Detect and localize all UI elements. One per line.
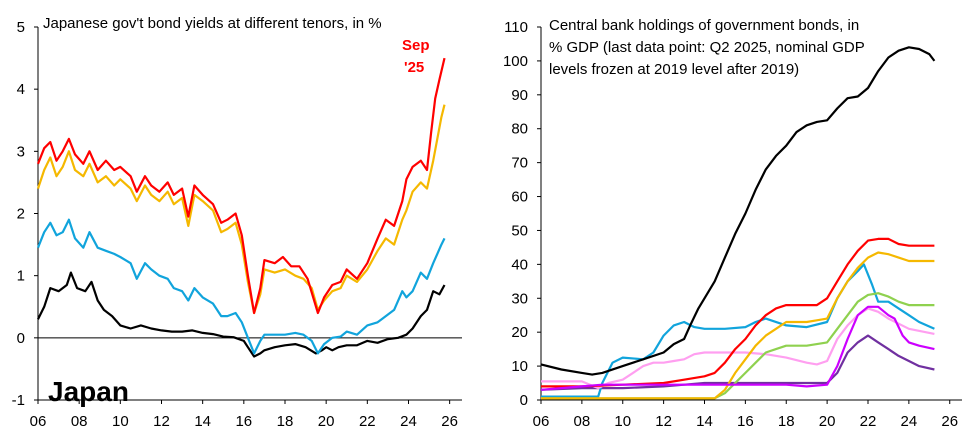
right-lines [540, 46, 936, 400]
right-x-tick-label: 26 [941, 413, 958, 430]
right-y-tick-label: 40 [511, 256, 528, 273]
right-y-tick-label: 110 [504, 19, 528, 36]
right-chart-title-line-2: % GDP (last data point: Q2 2025, nominal… [549, 39, 865, 56]
right-x-tick-label: 20 [819, 413, 836, 430]
left-y-tick-label: 3 [17, 143, 25, 160]
series-line-10y10y-fwd [36, 104, 446, 315]
series-line-jp [540, 46, 936, 376]
series-line-de [541, 292, 935, 400]
left-x-tick-label: 16 [235, 413, 252, 430]
right-x-tick-label: 18 [778, 413, 795, 430]
left-x-tick-label: 12 [153, 413, 170, 430]
left-x-tick-label: 14 [194, 413, 211, 430]
right-x-tick-label: 16 [737, 413, 754, 430]
left-y-tick-label: 5 [17, 19, 25, 36]
right-x-tick-label: 10 [614, 413, 631, 430]
left-x-tick-label: 24 [400, 413, 417, 430]
right-x-tick-label: 06 [533, 413, 550, 430]
right-y-tick-label: 20 [511, 324, 528, 341]
annotation-year: '25 [404, 59, 424, 76]
left-x-tick-label: 22 [359, 413, 376, 430]
annotation-sep: Sep [402, 37, 430, 54]
left-chart: Japanese gov't bond yields at different … [12, 15, 462, 430]
series-line-us [541, 307, 935, 390]
left-y-tick-label: 0 [17, 330, 25, 347]
right-y-tick-label: 60 [511, 189, 528, 206]
left-chart-title: Japanese gov't bond yields at different … [43, 15, 382, 32]
series-line-it [541, 237, 935, 388]
series-line-ca [540, 334, 935, 391]
right-chart-title-line-1: Central bank holdings of government bond… [549, 17, 859, 34]
series-line-gb [541, 263, 935, 398]
left-y-tick-label: 1 [17, 268, 25, 285]
right-x-tick-label: 22 [860, 413, 877, 430]
right-chart-title-line-3: levels frozen at 2019 level after 2019) [549, 61, 799, 78]
series-line-2-year [37, 271, 446, 358]
left-lines [36, 57, 446, 358]
right-x-tick-label: 08 [574, 413, 591, 430]
right-chart: Central bank holdings of government bond… [503, 17, 962, 430]
right-y-tick-label: 50 [511, 222, 528, 239]
right-x-tick-label: 24 [901, 413, 918, 430]
left-x-tick-label: 10 [112, 413, 129, 430]
left-x-tick-label: 20 [318, 413, 335, 430]
right-x-tick-label: 12 [655, 413, 672, 430]
right-y-tick-label: 80 [511, 121, 528, 138]
right-y-tick-label: 90 [511, 87, 528, 104]
series-line-10y20y-fwd [36, 57, 446, 315]
japan-label: Japan [48, 376, 129, 407]
right-y-tick-label: 10 [511, 358, 528, 375]
right-x-tick-label: 14 [696, 413, 713, 430]
right-axes: 0 10 20 30 40 50 60 70 80 90 100 110 06 08 10 12 14 16 18 2… [503, 19, 962, 430]
left-x-tick-label: 06 [30, 413, 47, 430]
left-x-tick-label: 18 [277, 413, 294, 430]
series-line-au [540, 305, 935, 391]
left-y-tick-label: 2 [17, 206, 25, 223]
left-x-tick-label: 08 [71, 413, 88, 430]
right-y-tick-label: 70 [511, 155, 528, 172]
right-y-tick-label: 30 [511, 290, 528, 307]
left-y-tick-label: 4 [17, 81, 25, 98]
right-y-tick-label: 0 [520, 392, 528, 409]
left-x-tick-label: 26 [441, 413, 458, 430]
right-y-tick-label: 100 [503, 53, 528, 70]
series-line-sp [541, 251, 935, 400]
left-y-tick-label: -1 [12, 392, 25, 409]
series-line-10-year [36, 218, 446, 355]
